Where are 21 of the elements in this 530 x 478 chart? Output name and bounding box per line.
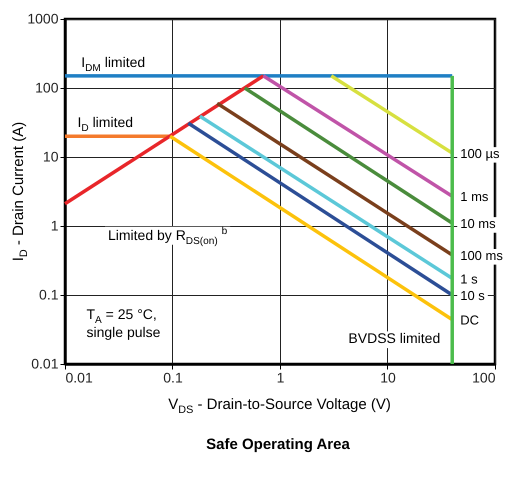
y-tick-label: 10 — [42, 148, 59, 164]
text: Safe Operating Area — [206, 436, 350, 453]
series-label: 100 ms — [460, 248, 504, 263]
annotation: BVDSS limited — [348, 330, 440, 346]
series-label: 10 ms — [460, 216, 496, 232]
y-tick-label: 100 — [35, 80, 59, 96]
series-label: DC — [460, 312, 480, 328]
y-tick-label: 1000 — [27, 10, 59, 26]
y-tick-label: 0.1 — [39, 286, 59, 302]
series-label: 1 s — [460, 271, 478, 286]
series-label: 100 µs — [460, 146, 500, 162]
x-tick-label: 0.1 — [163, 370, 183, 386]
x-tick-label: 10 — [380, 370, 396, 386]
x-tick-label: 1 — [276, 370, 285, 386]
y-tick-label: 0.01 — [31, 356, 59, 372]
y-tick-label: 1 — [50, 218, 59, 234]
x-tick-label: 0.01 — [66, 370, 93, 386]
y-axis-title: ID - Drain Current (A) — [10, 122, 30, 262]
series-label: 10 s — [460, 288, 486, 303]
series-label: 1 ms — [460, 189, 489, 204]
x-tick-label: 100 — [472, 370, 496, 386]
